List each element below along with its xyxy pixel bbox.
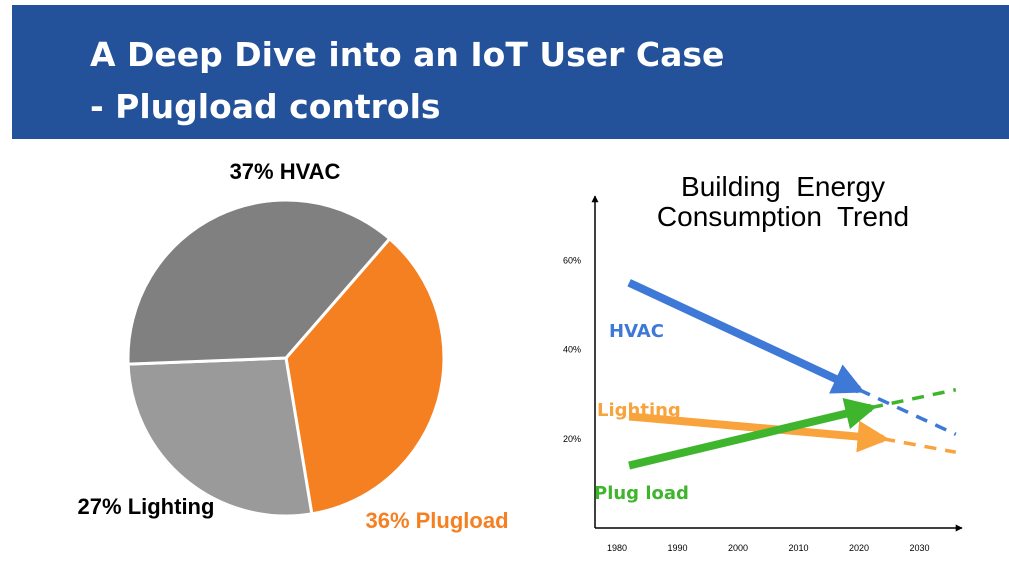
trend-line-dashed-lighting: [882, 437, 957, 454]
series-label-hvac: HVAC: [609, 321, 664, 342]
trend-line-dashed-hvac: [858, 388, 957, 436]
pie-label-hvac: 37% HVAC: [230, 159, 341, 184]
trend-title-line-2: Consumption Trend: [657, 201, 909, 232]
series-label-plug-load: Plug load: [594, 483, 689, 504]
trend-series: [627, 279, 957, 470]
x-tick-label: 2010: [788, 543, 808, 553]
pie-label-lighting: 27% Lighting: [78, 494, 215, 519]
pie-chart: [126, 198, 446, 518]
x-tick-label: 1980: [607, 543, 627, 553]
pie-slice-hvac: [126, 198, 392, 366]
y-tick-label: 60%: [563, 255, 581, 265]
trend-line-lighting: [628, 412, 890, 453]
pie-label-plugload: 36% Plugload: [365, 508, 508, 533]
x-tick-label: 2020: [849, 543, 869, 553]
trend-line-plug-load: [628, 397, 878, 470]
trend-ticks: 1980 1990 2000 2010 2020 2030 20% 40% 60%: [563, 255, 930, 553]
x-tick-label: 2000: [728, 543, 748, 553]
slide-title-line-2: - Plugload controls: [90, 87, 441, 126]
pie-slice-lighting: [126, 356, 314, 518]
slide-title-line-1: A Deep Dive into an IoT User Case: [90, 35, 725, 74]
x-tick-label: 2030: [909, 543, 929, 553]
slide-header: A Deep Dive into an IoT User Case - Plug…: [12, 5, 1009, 139]
trend-title-line-1: Building Energy: [681, 171, 885, 202]
trend-line-dashed-plug-load: [870, 388, 957, 410]
y-tick-label: 20%: [563, 434, 581, 444]
pie-slice-plugload: [284, 236, 446, 516]
trend-line-hvac: [627, 279, 865, 394]
x-tick-label: 1990: [667, 543, 687, 553]
y-tick-label: 40%: [563, 345, 581, 355]
series-label-lighting: Lighting: [597, 400, 681, 421]
